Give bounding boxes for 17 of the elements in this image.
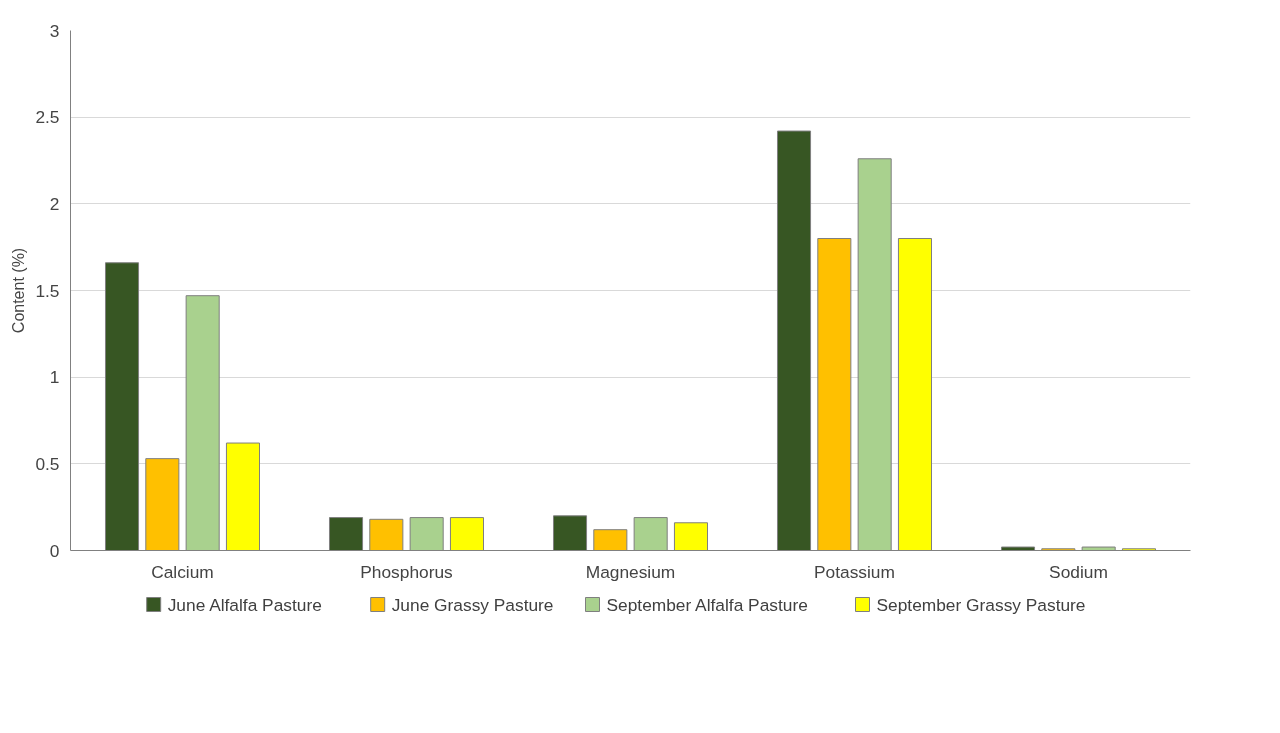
- x-tick-label: Calcium: [151, 561, 214, 582]
- y-axis-title: Content (%): [10, 247, 28, 334]
- x-tick-label: Phosphorus: [360, 561, 454, 582]
- y-tick-label: 2.5: [35, 107, 60, 128]
- legend-label: September Grassy Pasture: [876, 594, 1086, 615]
- y-tick-label: 3: [49, 20, 60, 41]
- y-tick-label: 1: [49, 367, 60, 388]
- y-tick-label: 0: [49, 540, 60, 561]
- x-tick-label: Sodium: [1049, 561, 1108, 582]
- legend-label: June Alfalfa Pasture: [167, 594, 322, 615]
- legend-label: June Grassy Pasture: [391, 594, 554, 615]
- y-tick-label: 1.5: [35, 280, 60, 301]
- y-tick-label: 2: [49, 193, 60, 214]
- legend-label: September Alfalfa Pasture: [606, 594, 808, 615]
- y-tick-label: 0.5: [35, 453, 60, 474]
- x-tick-label: Potassium: [814, 561, 895, 582]
- x-tick-label: Magnesium: [585, 561, 676, 582]
